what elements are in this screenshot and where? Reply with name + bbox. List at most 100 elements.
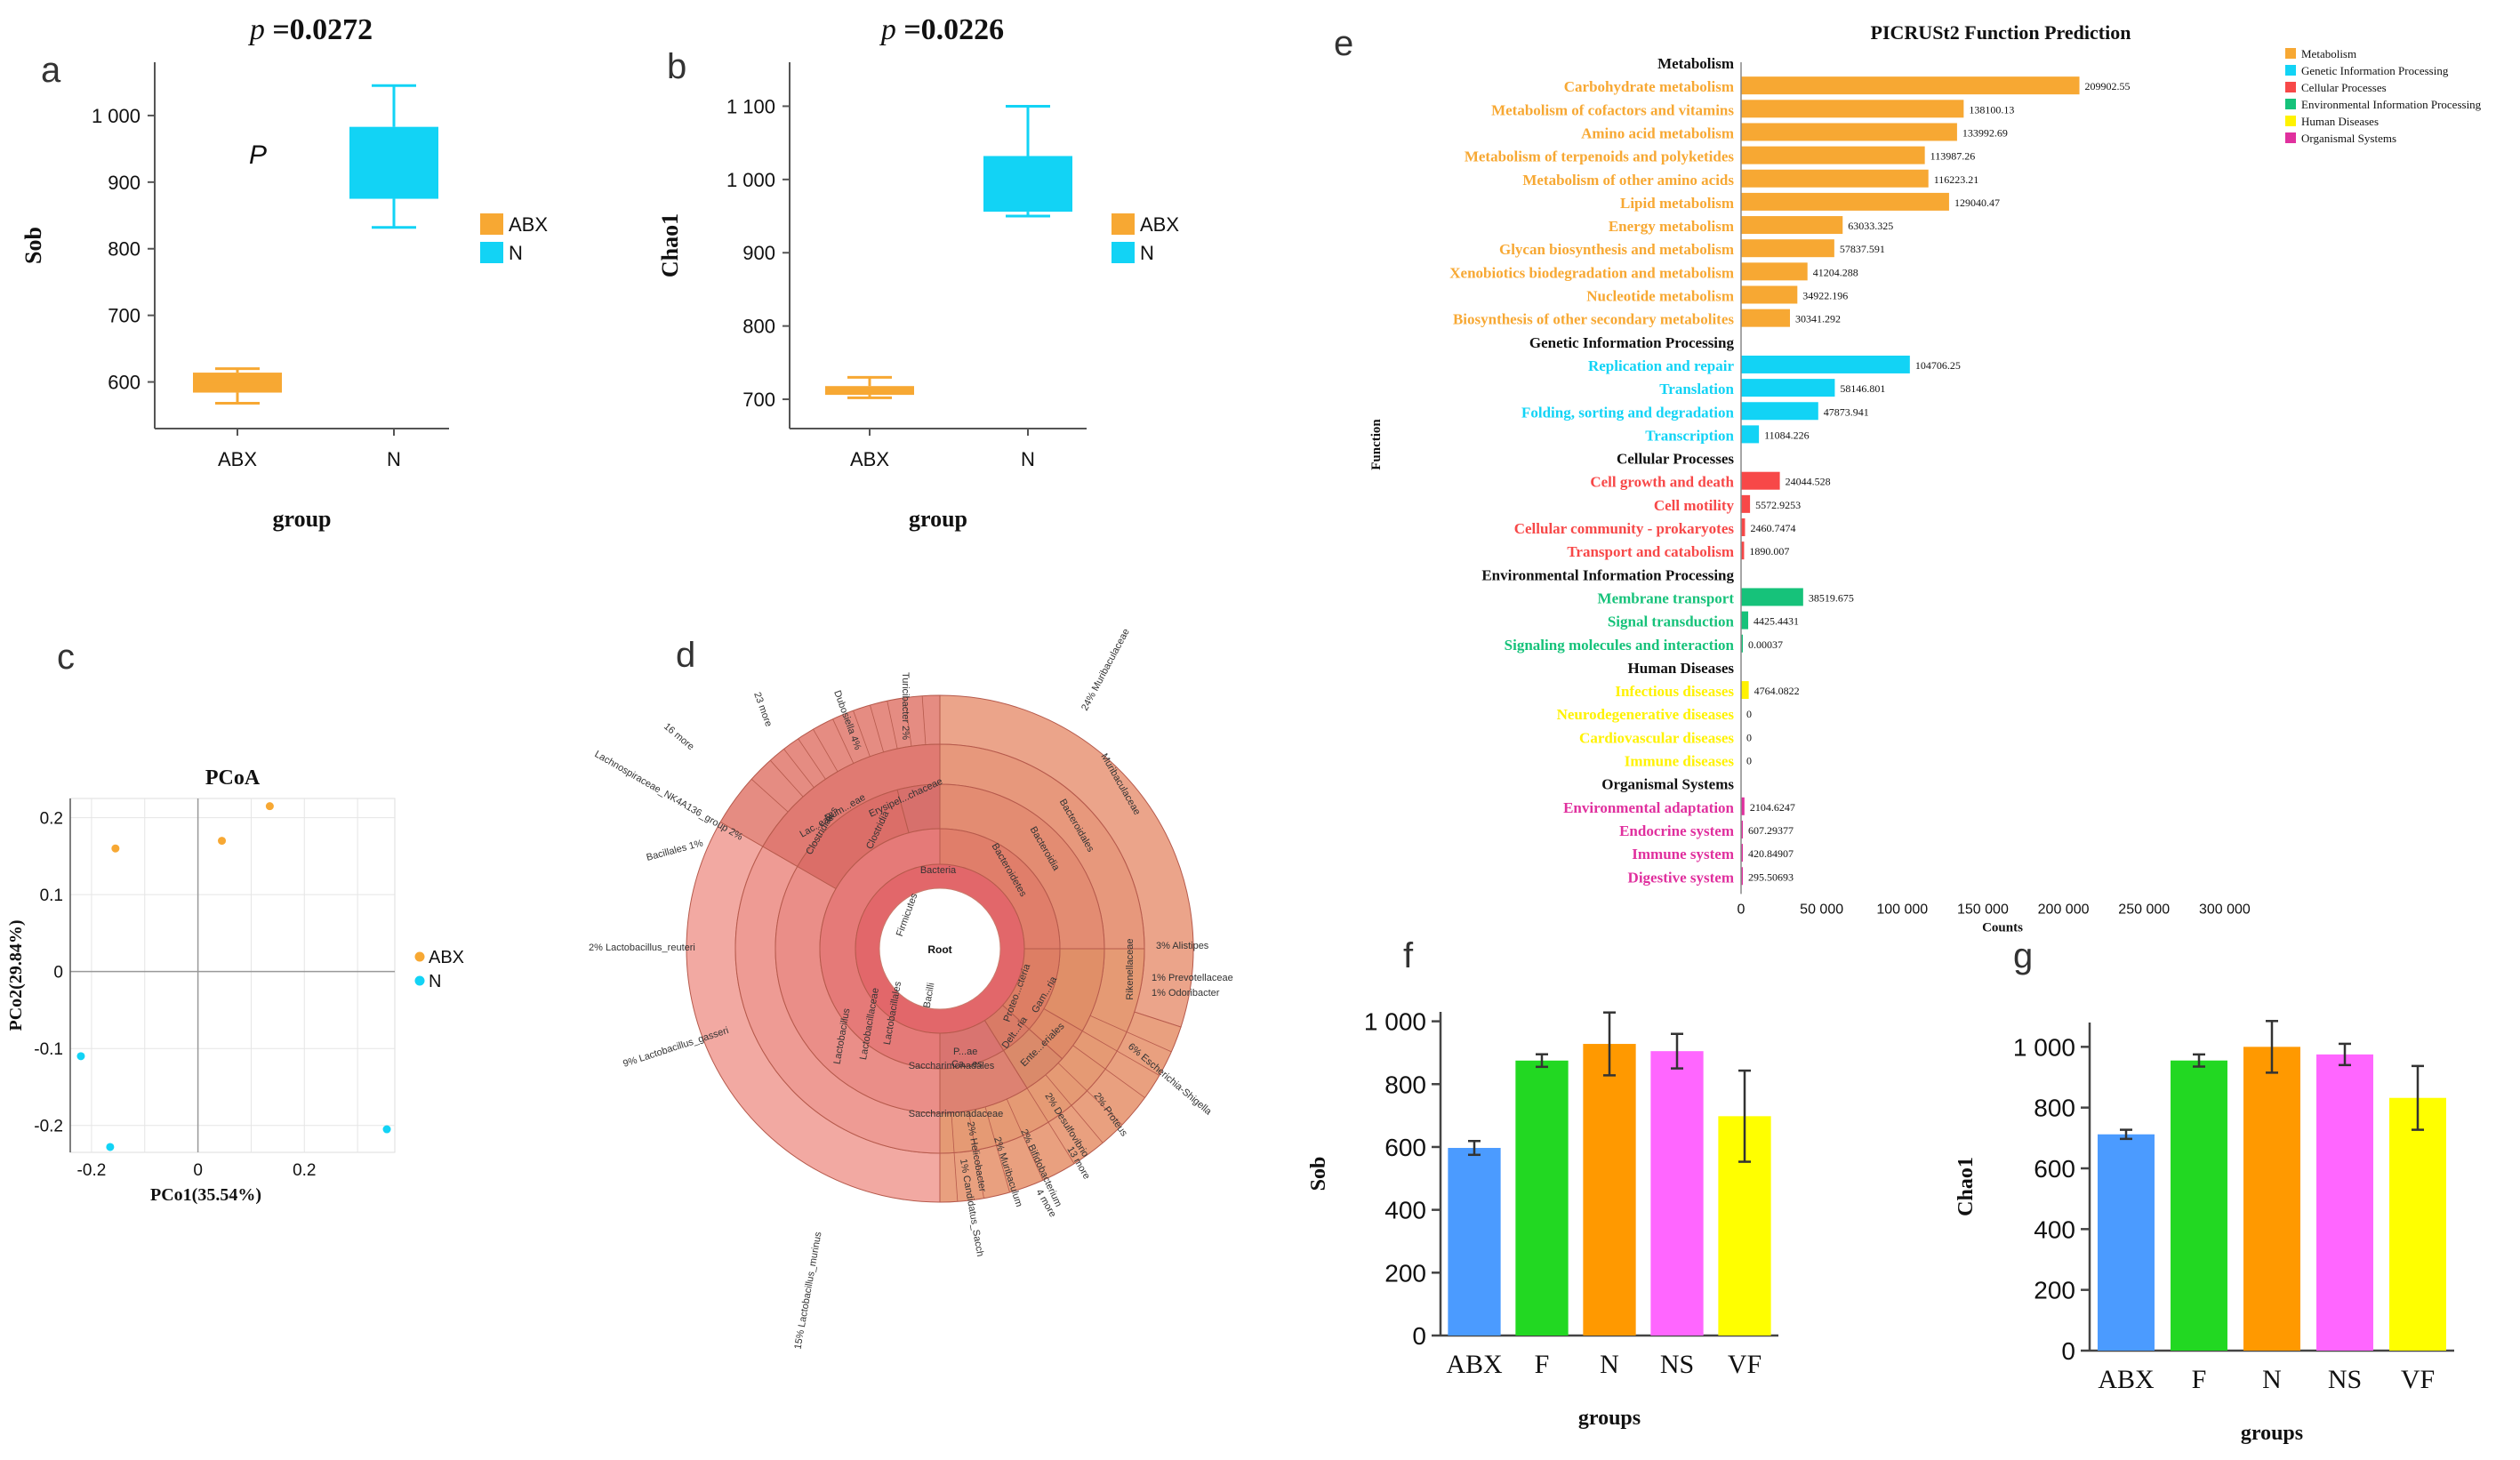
x-tick-label: NS: [1660, 1350, 1694, 1379]
x-tick-label: N: [387, 448, 401, 470]
plot-frame: [69, 798, 396, 1153]
bar-Metabolism of other amino acids: [1741, 169, 1929, 188]
group-header: Metabolism: [1657, 55, 1734, 72]
legend-swatch: [2285, 132, 2296, 143]
sunburst-label: Saccharimonadales: [909, 1061, 995, 1071]
function-label: Cellular community - prokaryotes: [1514, 520, 1735, 537]
y-tick-label: 0: [2061, 1337, 2075, 1365]
bar-VF: [2389, 1097, 2446, 1351]
bar-value-label: 47873.941: [1824, 405, 1869, 418]
bar-Metabolism of cofactors and vitamins: [1741, 100, 1964, 118]
y-tick-label: -0.1: [34, 1040, 63, 1059]
legend-label: Genetic Information Processing: [2301, 64, 2449, 77]
bar-value-label: 0.00037: [1748, 638, 1783, 651]
y-tick-label: 1 100: [726, 95, 775, 117]
function-label: Cardiovascular diseases: [1579, 729, 1734, 746]
slice-divider: [770, 759, 804, 798]
x-axis-label: group: [909, 506, 967, 532]
slice-divider: [951, 1112, 959, 1202]
sunburst-center-label: Root: [927, 943, 951, 956]
slice-divider: [984, 1106, 1010, 1193]
legend-swatch: [2285, 65, 2296, 76]
legend-swatch: [1112, 242, 1135, 263]
bar-Translation: [1741, 379, 1835, 397]
y-tick-label: 800: [2034, 1095, 2075, 1122]
scatter-point-ABX: [111, 844, 120, 853]
panel-letter-f: f: [1403, 936, 1414, 975]
function-label: Carbohydrate metabolism: [1564, 78, 1734, 95]
bar-F: [1515, 1060, 1569, 1336]
slice-divider: [783, 749, 815, 789]
y-tick-label: 200: [2034, 1277, 2075, 1304]
sunburst-label: Saccharimonadaceae: [909, 1109, 1003, 1119]
group-header: Cellular Processes: [1617, 451, 1734, 468]
slice-divider: [798, 738, 826, 780]
bar-value-label: 63033.325: [1848, 220, 1893, 232]
bar-Cellular community - prokaryotes: [1741, 518, 1746, 536]
y-tick-label: 600: [1384, 1134, 1426, 1161]
y-tick-label: -0.2: [34, 1118, 63, 1136]
x-tick-label: 100 000: [1876, 902, 1928, 917]
x-tick-label: F: [1535, 1350, 1550, 1379]
slice-divider: [1006, 1098, 1044, 1181]
function-label: Replication and repair: [1588, 357, 1734, 374]
slice-divider: [1045, 1074, 1104, 1143]
slice-divider: [1089, 1015, 1172, 1053]
slice-divider: [1057, 1063, 1123, 1126]
bar-value-label: 30341.292: [1795, 313, 1841, 325]
bar-Glycan biosynthesis and metabolism: [1741, 239, 1834, 258]
x-tick-label: ABX: [218, 448, 257, 470]
bar-value-label: 138100.13: [1969, 103, 2014, 116]
ring-border: [855, 863, 1025, 1034]
y-axis-label: Sob: [1307, 1157, 1330, 1191]
bar-Carbohydrate metabolism: [1741, 76, 2080, 95]
legend-swatch: [2285, 82, 2296, 92]
y-axis-label: Sob: [20, 227, 46, 264]
slice-divider: [870, 704, 884, 753]
sunburst-label: 24% Muribaculaceae: [1079, 627, 1132, 712]
y-tick-label: 700: [742, 389, 775, 411]
bar-Transcription: [1741, 425, 1760, 444]
x-tick-label: 300 000: [2199, 902, 2251, 917]
x-tick-label: VF: [1728, 1350, 1762, 1379]
y-axis-label: Chao1: [657, 213, 683, 277]
function-label: Glycan biosynthesis and metabolism: [1499, 241, 1734, 258]
legend-label-ABX: ABX: [1140, 213, 1179, 236]
function-label: Neurodegenerative diseases: [1557, 706, 1735, 723]
y-tick-label: 0.1: [40, 886, 63, 905]
bar-value-label: 2104.6247: [1750, 801, 1795, 814]
bar-ABX: [2098, 1134, 2155, 1351]
legend-marker: [414, 975, 425, 986]
bar-value-label: 113987.26: [1930, 150, 1976, 163]
y-tick-label: 400: [1384, 1197, 1426, 1224]
y-axis-label: Chao1: [1954, 1157, 1978, 1216]
chart-title: PICRUSt2 Function Prediction: [1871, 21, 2131, 44]
y-tick-label: 0: [1412, 1322, 1426, 1350]
bar-value-label: 4764.0822: [1754, 685, 1800, 697]
x-tick-label: 0: [193, 1161, 203, 1180]
x-tick-label: -0.2: [77, 1161, 107, 1180]
y-tick-label: 0.2: [40, 810, 63, 829]
legend-label-ABX: ABX: [509, 213, 548, 236]
bar-value-label: 0: [1746, 708, 1752, 720]
sunburst-label: Lachnospiraceae_NK4A136_group 2%: [593, 749, 745, 843]
function-label: Xenobiotics biodegradation and metabolis…: [1449, 264, 1734, 281]
sunburst-label: Ca...es: [951, 1059, 983, 1070]
bar-Energy metabolism: [1741, 216, 1843, 235]
bar-value-label: 209902.55: [2085, 80, 2131, 92]
bar-value-label: 4425.4431: [1754, 615, 1799, 628]
bar-value-label: 420.84907: [1748, 847, 1794, 860]
bar-value-label: 2460.7474: [1750, 522, 1795, 534]
slice-divider: [967, 1111, 984, 1199]
x-tick-label: 0: [1738, 902, 1746, 917]
sunburst-label: Bacilli: [922, 982, 937, 1008]
slice-divider: [1026, 1087, 1075, 1164]
slice-divider: [921, 695, 927, 745]
bar-value-label: 129040.47: [1954, 197, 2000, 209]
function-label: Immune system: [1632, 846, 1734, 862]
bar-value-label: 57837.591: [1840, 243, 1885, 255]
sunburst-label: 16 more: [662, 721, 696, 752]
function-label: Metabolism of terpenoids and polyketides: [1465, 148, 1735, 165]
bar-Transport and catabolism: [1741, 541, 1745, 560]
bar-Xenobiotics biodegradation and metabolism: [1741, 262, 1808, 281]
